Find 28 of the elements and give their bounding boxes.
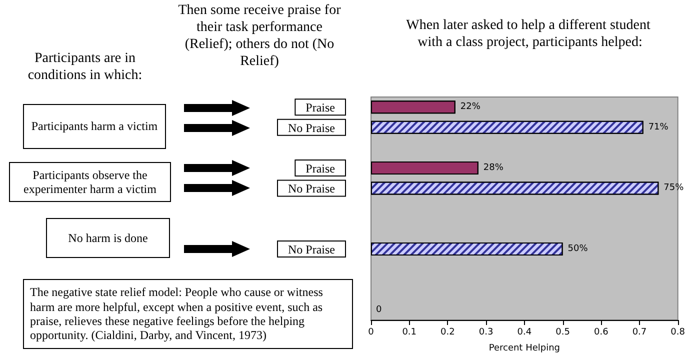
- data-label: 71%: [648, 122, 669, 132]
- y-tick-label: Praise: [306, 161, 335, 176]
- text: The negative state relief model: People who cause or witness harm are more helpful, except when a positive event, such as praise, relieves these negative feelings before the helping opportunity. (Cialdini, Darby, and Vincent, 1973): [30, 285, 324, 343]
- x-axis-title: Percent Helping: [488, 344, 560, 354]
- text: Participants observe the experimenter harm a victim: [22, 168, 158, 196]
- y-tick-label: No Praise: [288, 242, 335, 257]
- x-tick-label: 0.5: [556, 328, 570, 338]
- text: Then some receive praise for their task performance (Relief); others do not (No Relief): [177, 3, 342, 71]
- x-tick-label: 0: [368, 328, 374, 338]
- y-tick-label: No Praise: [288, 120, 335, 135]
- data-label: 22%: [460, 102, 481, 112]
- x-tick-label: 0.2: [440, 328, 455, 338]
- y-tick-label: No Praise: [288, 182, 335, 196]
- data-label: 28%: [483, 162, 504, 173]
- text: Participants harm a victim: [31, 119, 158, 134]
- data-label: 75%: [664, 183, 684, 194]
- y-tick-label: Praise: [306, 100, 335, 115]
- chart-title: When later asked to help a different student with a class project, participants helped:: [406, 18, 654, 50]
- x-tick-label: 0.6: [594, 328, 609, 338]
- x-tick-label: 0.7: [632, 328, 647, 338]
- data-label: 50%: [568, 244, 588, 254]
- text: Participants are in conditions in which:: [26, 51, 144, 85]
- x-tick-label: 0.3: [478, 328, 494, 338]
- text: No harm is done: [68, 230, 148, 246]
- x-tick-label: 0.1: [402, 328, 417, 338]
- data-label: 0: [376, 304, 382, 315]
- x-tick-label: 0.8: [670, 328, 686, 338]
- x-tick-label: 0.4: [517, 328, 532, 338]
